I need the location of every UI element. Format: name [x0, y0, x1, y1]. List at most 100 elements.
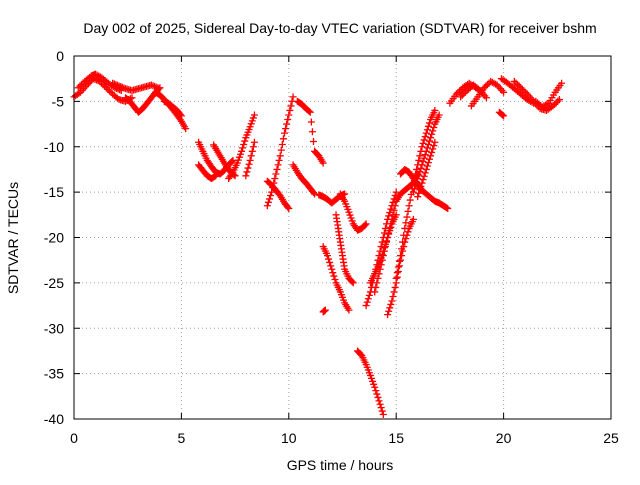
data-point	[419, 139, 427, 147]
data-point	[331, 275, 339, 283]
data-point	[272, 170, 280, 178]
data-point	[376, 400, 384, 408]
data-point	[389, 211, 397, 219]
data-point	[499, 111, 507, 119]
data-point	[228, 157, 236, 165]
data-point	[325, 255, 333, 263]
data-point	[399, 238, 407, 246]
data-point	[420, 136, 428, 144]
data-point	[395, 257, 403, 265]
data-point	[400, 231, 408, 239]
data-point	[418, 161, 426, 169]
data-point	[420, 172, 428, 180]
data-point	[275, 156, 283, 164]
data-point	[380, 247, 388, 255]
data-point	[385, 212, 393, 220]
data-point	[403, 213, 411, 221]
data-point	[375, 397, 383, 405]
data-point	[267, 192, 275, 200]
data-point	[428, 148, 436, 156]
data-point	[430, 142, 438, 150]
data-point	[409, 188, 417, 196]
data-point	[371, 383, 379, 391]
data-point	[281, 129, 289, 137]
series-arc-17	[319, 243, 353, 314]
data-point	[115, 82, 123, 90]
data-point	[117, 83, 125, 91]
series-arc-30	[435, 199, 452, 212]
data-point	[371, 288, 379, 296]
data-point	[429, 145, 437, 153]
data-point	[244, 164, 252, 172]
data-point	[391, 283, 399, 291]
series-arc-9	[210, 141, 239, 180]
x-tick-label: 25	[603, 430, 619, 446]
data-point	[425, 119, 433, 127]
data-point	[422, 129, 430, 137]
series-arc-18	[319, 306, 329, 316]
data-point	[362, 302, 370, 310]
data-point	[345, 306, 353, 314]
data-point	[273, 165, 281, 173]
data-point	[392, 188, 400, 196]
data-point	[460, 90, 468, 98]
data-point	[241, 137, 249, 145]
data-point	[276, 152, 284, 160]
data-point	[310, 138, 318, 146]
data-point	[182, 125, 190, 133]
data-point	[510, 77, 518, 85]
data-point	[416, 186, 424, 194]
data-point	[414, 193, 422, 201]
data-point	[151, 82, 159, 90]
data-point	[177, 112, 185, 120]
data-point	[361, 221, 369, 229]
data-point	[520, 87, 528, 95]
data-point	[423, 144, 431, 152]
data-point	[372, 283, 380, 291]
data-point	[271, 175, 279, 183]
data-point	[555, 96, 563, 104]
data-point	[310, 189, 318, 197]
data-point	[431, 106, 439, 114]
data-point	[552, 99, 560, 107]
series-arc-37	[532, 79, 566, 111]
data-point	[330, 272, 338, 280]
data-point	[424, 122, 432, 130]
data-point	[372, 387, 380, 395]
data-point	[279, 135, 287, 143]
data-point	[419, 176, 427, 184]
data-point	[104, 85, 112, 93]
data-point	[500, 112, 508, 120]
y-tick-label: -35	[44, 366, 64, 382]
data-point	[457, 93, 465, 101]
data-point	[387, 300, 395, 308]
data-point	[413, 178, 421, 186]
data-point	[384, 311, 392, 319]
data-point	[246, 156, 254, 164]
data-point	[228, 170, 236, 178]
data-point	[431, 138, 439, 146]
chart-title: Day 002 of 2025, Sidereal Day-to-day VTE…	[83, 20, 596, 36]
data-point	[401, 224, 409, 232]
data-point	[249, 143, 257, 151]
data-point	[398, 245, 406, 253]
data-point	[385, 307, 393, 315]
data-point	[427, 152, 435, 160]
data-point	[558, 79, 566, 87]
data-point	[120, 84, 128, 92]
data-point	[239, 144, 247, 152]
data-point	[327, 262, 335, 270]
data-point	[387, 205, 395, 213]
data-point	[404, 228, 412, 236]
data-point	[285, 111, 293, 119]
data-point	[390, 288, 398, 296]
y-axis-label: SDTVAR / TECUs	[5, 182, 21, 294]
data-point	[376, 265, 384, 273]
data-point	[388, 297, 396, 305]
data-point	[421, 133, 429, 141]
data-point	[394, 263, 402, 271]
data-point	[430, 123, 438, 131]
data-point	[373, 279, 381, 287]
